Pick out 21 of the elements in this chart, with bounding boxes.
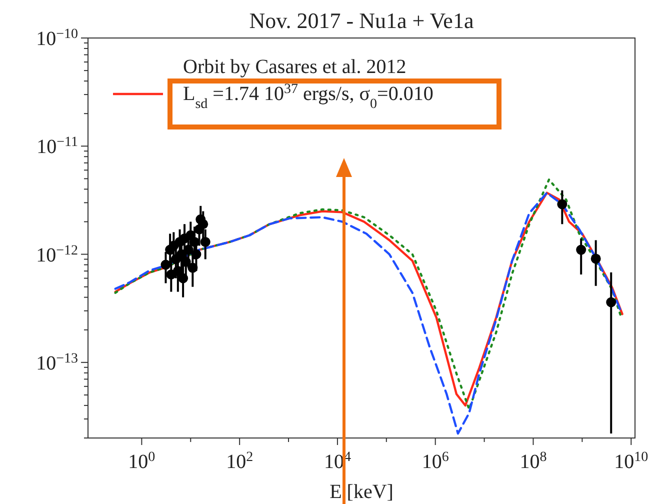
x-tick-label: 10$^{6}$ [422,450,449,473]
point [191,249,202,260]
point [183,244,194,255]
point [180,256,191,267]
point [190,236,200,247]
y-tick-label: 10$^{−12}$ [36,242,78,266]
y-tick-label: 10$^{−10}$ [36,26,78,50]
y-tick-label: 10$^{−13}$ [36,350,78,374]
point [178,273,188,284]
x-axis-title: E [keV] [330,481,394,503]
point [172,266,183,276]
x-tick-label: 10$^{10}$ [614,450,648,473]
point [188,262,198,273]
chart-title: Nov. 2017 - Nu1a + Ve1a [249,8,474,33]
x-tick-label: 10$^{0}$ [128,450,156,473]
x-tick-label: 10$^{8}$ [520,450,547,473]
point [200,236,210,247]
x-tick-label: 10$^{2}$ [226,450,254,473]
legend-label: Orbit by Casares et al. 2012 L$_{sd}$ =1.74 10$^{37}$ ergs/s, σ$_{0}$=0.010 [183,56,434,112]
y-tick-label: 10$^{−11}$ [36,134,78,158]
point [198,219,208,230]
